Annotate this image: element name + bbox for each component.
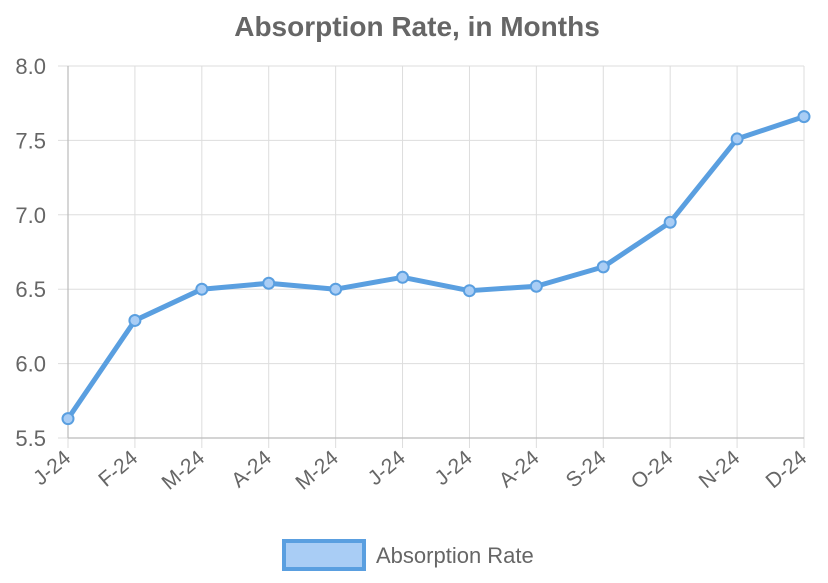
data-point[interactable] xyxy=(797,110,811,124)
data-point[interactable] xyxy=(529,279,543,293)
x-tick-label: A-24 xyxy=(227,446,276,492)
x-tick-label: O-24 xyxy=(627,446,678,494)
data-point[interactable] xyxy=(396,270,410,284)
chart-title: Absorption Rate, in Months xyxy=(234,11,600,42)
x-tick-label: S-24 xyxy=(562,446,611,492)
data-point[interactable] xyxy=(730,132,744,146)
y-tick-label: 7.5 xyxy=(15,128,46,153)
y-tick-label: 5.5 xyxy=(15,426,46,451)
data-point[interactable] xyxy=(329,282,343,296)
y-tick-label: 7.0 xyxy=(15,203,46,228)
axes xyxy=(67,66,804,439)
y-tick-labels: 5.5 6.0 6.5 7.0 7.5 8.0 xyxy=(15,54,46,451)
legend-label[interactable]: Absorption Rate xyxy=(376,543,534,568)
x-tick-label: M-24 xyxy=(291,446,343,495)
x-tick-label: A-24 xyxy=(495,446,544,492)
grid xyxy=(58,65,805,448)
x-tick-label: J-24 xyxy=(29,446,75,490)
y-tick-label: 6.5 xyxy=(15,277,46,302)
x-tick-label: F-24 xyxy=(94,446,142,492)
x-tick-label: J-24 xyxy=(431,446,477,490)
y-tick-label: 6.0 xyxy=(15,352,46,377)
y-tick-label: 8.0 xyxy=(15,54,46,79)
legend[interactable]: Absorption Rate xyxy=(282,539,534,571)
data-point[interactable] xyxy=(596,260,610,274)
data-point[interactable] xyxy=(128,313,142,327)
legend-swatch[interactable] xyxy=(282,539,366,571)
x-tick-label: N-24 xyxy=(695,446,745,493)
data-point[interactable] xyxy=(462,284,476,298)
series-absorption-rate xyxy=(61,110,811,426)
data-point[interactable] xyxy=(663,215,677,229)
x-tick-labels: J-24 F-24 M-24 A-24 M-24 J-24 J-24 A-24 S-24 O-24… xyxy=(29,446,811,495)
series-line xyxy=(65,114,807,422)
x-tick-label: J-24 xyxy=(364,446,410,490)
data-point[interactable] xyxy=(262,276,276,290)
x-tick-label: M-24 xyxy=(158,446,210,495)
data-point[interactable] xyxy=(61,412,75,426)
x-tick-label: D-24 xyxy=(762,446,812,493)
data-point[interactable] xyxy=(195,282,209,296)
